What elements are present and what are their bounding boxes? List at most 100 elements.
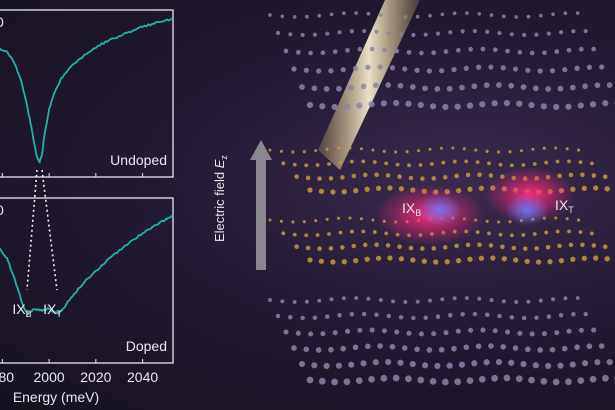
graphene-atom <box>467 103 473 109</box>
sulfur-atom <box>547 259 552 264</box>
sulfur-atom <box>508 150 511 153</box>
graphene-atom <box>328 347 334 353</box>
graphene-atom <box>416 300 420 304</box>
graphene-atom <box>542 331 547 336</box>
sulfur-atom <box>268 218 271 221</box>
sulfur-atom <box>317 176 322 181</box>
sulfur-atom <box>497 220 500 223</box>
ixt-label: IXT <box>555 197 574 215</box>
sulfur-atom <box>474 149 477 152</box>
sulfur-atom <box>543 147 546 150</box>
sulfur-atom <box>499 163 503 167</box>
graphene-atom <box>476 65 481 70</box>
sulfur-atom <box>281 161 285 165</box>
ixt-text: IX <box>555 197 568 213</box>
graphene-atom <box>517 331 522 336</box>
graphene-atom <box>328 68 333 73</box>
graphene-atom <box>510 315 514 319</box>
sulfur-atom <box>559 258 564 263</box>
graphene-atom <box>405 101 411 107</box>
graphene-atom <box>367 297 371 301</box>
sulfur-atom <box>500 244 505 249</box>
sulfur-atom <box>329 176 334 181</box>
sulfur-atom <box>544 161 548 165</box>
graphene-atom <box>565 378 572 385</box>
graphene-atom <box>530 331 535 336</box>
graphene-atom <box>324 363 330 369</box>
sulfur-atom <box>329 246 334 251</box>
graphene-atom <box>380 375 387 382</box>
sulfur-atom <box>419 163 423 167</box>
graphene-atom <box>435 86 441 92</box>
sulfur-atom <box>533 162 537 166</box>
graphene-atom <box>374 30 378 34</box>
sulfur-atom <box>592 243 597 248</box>
graphene-atom <box>473 29 477 33</box>
graphene-atom <box>545 363 551 369</box>
graphene-atom <box>525 347 531 353</box>
graphene-atom <box>440 297 444 301</box>
sulfur-atom <box>579 230 583 234</box>
graphene-atom <box>587 343 593 349</box>
graphene-atom <box>288 315 292 319</box>
graphene-atom <box>316 347 322 353</box>
sulfur-atom <box>314 149 317 152</box>
graphene-atom <box>350 29 354 33</box>
graphene-atom <box>304 68 309 73</box>
graphene-atom <box>304 346 310 352</box>
graphene-atom <box>491 100 497 106</box>
sulfur-atom <box>365 257 370 262</box>
sulfur-atom <box>464 159 468 163</box>
graphene-atom <box>471 83 477 89</box>
graphene-atom <box>516 101 522 107</box>
graphene-atom <box>567 329 572 334</box>
graphene-atom <box>442 104 448 110</box>
graphene-atom <box>354 11 358 15</box>
sulfur-atom <box>487 161 491 165</box>
graphene-atom <box>485 313 489 317</box>
sulfur-atom <box>373 160 377 164</box>
sulfur-atom <box>376 186 381 191</box>
graphene-atom <box>508 83 514 89</box>
ixb-text: IX <box>402 200 415 216</box>
graphene-atom <box>455 104 461 110</box>
sulfur-atom <box>556 230 560 234</box>
sulfur-atom <box>340 245 345 250</box>
sulfur-atom <box>306 246 311 251</box>
graphene-atom <box>373 359 379 365</box>
sulfur-atom <box>486 220 489 223</box>
graphene-atom <box>591 328 596 333</box>
graphene-atom <box>505 330 510 335</box>
sulfur-atom <box>316 233 320 237</box>
graphene-atom <box>293 300 297 304</box>
graphene-atom <box>468 328 473 333</box>
sulfur-atom <box>342 189 347 194</box>
graphene-atom <box>493 328 498 333</box>
graphene-atom <box>602 100 608 106</box>
graphene-atom <box>501 65 506 70</box>
graphene-atom <box>579 47 584 52</box>
partial-ytick-top: 0 <box>0 14 4 30</box>
graphene-atom <box>534 33 538 37</box>
graphene-atom <box>490 13 494 17</box>
graphene-atom <box>377 343 383 349</box>
sulfur-atom <box>580 242 585 247</box>
graphene-atom <box>407 331 412 336</box>
graphene-atom <box>320 331 325 336</box>
graphene-atom <box>490 298 494 302</box>
sulfur-atom <box>397 244 402 249</box>
graphene-atom <box>480 328 485 333</box>
graphene-atom <box>416 15 420 19</box>
series-line-bottom <box>0 216 173 314</box>
graphene-atom <box>337 30 341 34</box>
graphene-atom <box>465 11 469 15</box>
field-arrow-icon <box>250 140 272 270</box>
graphene-atom <box>390 65 395 70</box>
sulfur-atom <box>489 243 494 248</box>
sulfur-atom <box>293 163 297 167</box>
sulfur-atom <box>523 246 528 251</box>
graphene-atom <box>562 67 567 72</box>
sulfur-atom <box>376 256 381 261</box>
graphene-atom <box>521 84 527 90</box>
graphene-atom <box>434 363 440 369</box>
